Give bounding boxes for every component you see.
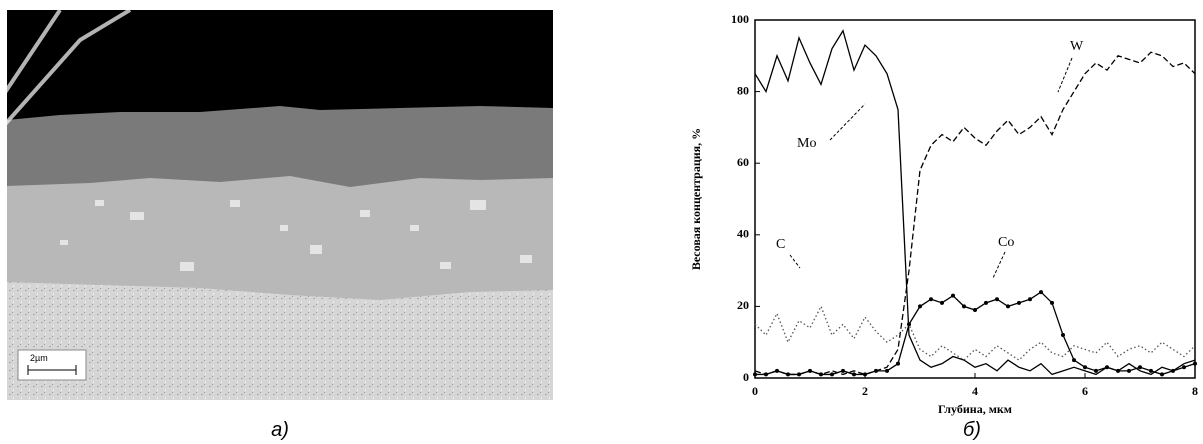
point <box>1127 368 1131 373</box>
point <box>874 368 878 373</box>
point <box>1160 372 1164 377</box>
point <box>1138 365 1142 370</box>
point <box>819 372 823 377</box>
x-tick-label: 6 <box>1082 384 1088 398</box>
point <box>973 307 977 312</box>
series-line <box>754 51 1196 376</box>
y-tick-label: 20 <box>737 298 749 312</box>
point <box>1094 368 1098 373</box>
y-tick-label: 100 <box>731 12 749 26</box>
annotation: Co <box>998 235 1014 250</box>
point <box>1028 297 1032 302</box>
point <box>1182 365 1186 370</box>
scale-bar-label: 2µm <box>30 353 48 363</box>
point <box>885 368 889 373</box>
micrograph: 2µm <box>0 8 553 400</box>
y-tick-label: 40 <box>737 227 749 241</box>
point <box>984 300 988 305</box>
point <box>863 372 867 377</box>
x-axis-label: Глубина, мкм <box>938 402 1012 416</box>
x-tick-label: 4 <box>972 384 978 398</box>
point <box>753 372 757 377</box>
caption: б) <box>963 419 981 441</box>
annotation: W <box>1070 39 1084 54</box>
point <box>808 368 812 373</box>
y-axis-label: Весовая концентрация, % <box>689 128 703 270</box>
series-line <box>755 291 1196 376</box>
point <box>852 372 856 377</box>
point <box>962 304 966 309</box>
point <box>797 372 801 377</box>
point <box>1193 361 1197 366</box>
point <box>1072 358 1076 363</box>
point <box>896 361 900 366</box>
point <box>786 372 790 377</box>
annotation: Mo <box>797 136 816 151</box>
point <box>1017 300 1021 305</box>
x-tick-label: 2 <box>862 384 868 398</box>
point <box>940 300 944 305</box>
y-tick-label: 60 <box>737 155 749 169</box>
annotation: C <box>776 237 785 252</box>
point <box>1039 290 1043 295</box>
point <box>995 297 999 302</box>
point <box>841 368 845 373</box>
point <box>951 293 955 298</box>
point <box>764 372 768 377</box>
series-line <box>754 29 1196 376</box>
point <box>1083 365 1087 370</box>
point <box>830 372 834 377</box>
point <box>918 304 922 309</box>
point <box>1006 304 1010 309</box>
point <box>1116 368 1120 373</box>
point <box>1171 368 1175 373</box>
point <box>907 322 911 327</box>
point <box>1061 333 1065 338</box>
point <box>1050 300 1054 305</box>
caption: а) <box>271 419 289 441</box>
series-line <box>754 304 1196 361</box>
annotation-arrows <box>789 57 1073 279</box>
point <box>1149 368 1153 373</box>
plot-frame <box>754 19 1196 379</box>
x-tick-label: 8 <box>1192 384 1198 398</box>
point <box>1105 365 1109 370</box>
y-tick-label: 0 <box>743 370 749 384</box>
x-tick-label: 0 <box>752 384 758 398</box>
y-tick-label: 80 <box>737 83 749 97</box>
point <box>929 297 933 302</box>
point <box>775 368 779 373</box>
